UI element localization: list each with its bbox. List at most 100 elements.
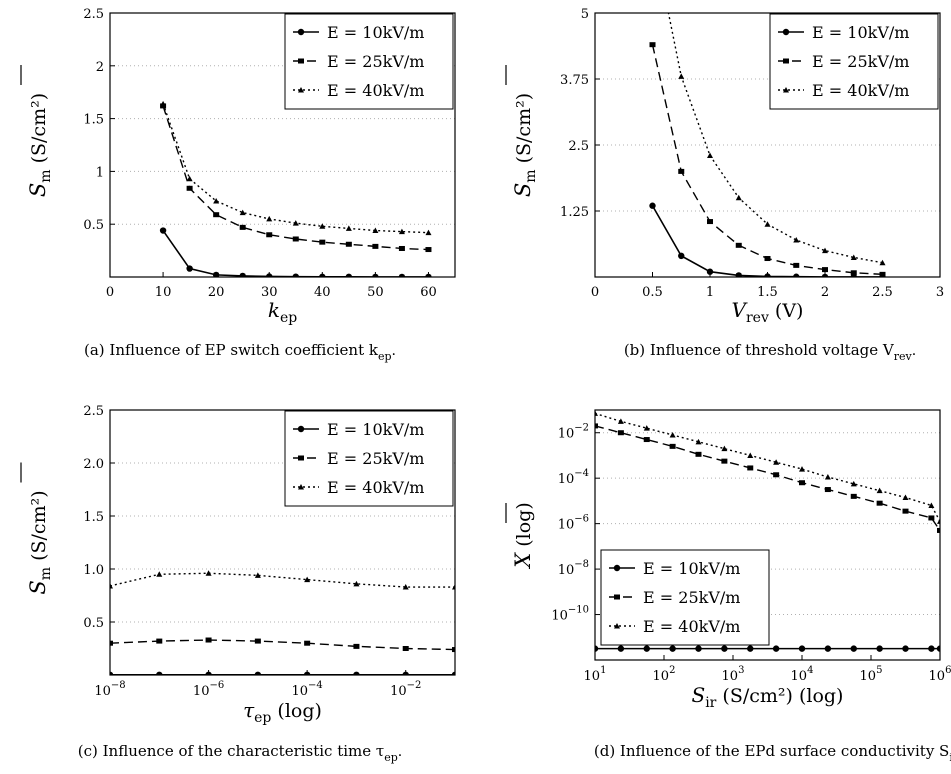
data-point	[159, 227, 167, 234]
data-point	[205, 570, 212, 576]
data-point	[425, 247, 432, 253]
y-axis-label-group: Sm (S/cm²)	[511, 93, 539, 197]
legend: E = 10kV/m E = 25kV/m E = 40kV/m	[600, 549, 770, 646]
data-point	[735, 272, 742, 277]
x-tick-label: 101	[584, 665, 607, 684]
x-tick-label: 0	[106, 285, 114, 300]
x-tick-label: 30	[261, 285, 278, 300]
x-tick-label: 40	[314, 285, 331, 300]
y-tick-label: 0.5	[83, 616, 104, 631]
data-point	[928, 515, 935, 521]
legend-marker	[297, 28, 305, 36]
x-tick-label: 106	[929, 665, 951, 684]
y-tick-label: 5	[581, 7, 589, 22]
data-point	[353, 671, 360, 675]
data-point	[402, 584, 409, 590]
data-point	[643, 645, 650, 652]
x-tick-label: 10−6	[193, 680, 224, 699]
data-point	[721, 458, 728, 464]
data-point	[902, 494, 909, 500]
data-point	[451, 671, 455, 675]
chart-d: 10−10 10−8 10−6 10−4 10−2 101 102 103 104 105 106 E…	[505, 409, 951, 764]
data-point	[937, 518, 940, 524]
data-point	[402, 671, 409, 675]
data-point	[213, 197, 220, 204]
data-point	[824, 474, 831, 480]
legend-label: E = 40kV/m	[327, 81, 424, 100]
x-tick-label: 1	[706, 285, 714, 300]
data-point	[345, 225, 352, 231]
y-tick-label: 1.5	[83, 510, 104, 525]
data-point	[799, 466, 805, 472]
data-point	[799, 480, 805, 486]
legend: E = 10kV/m E = 25kV/m E = 40kV/m	[769, 13, 939, 110]
data-point	[239, 224, 246, 230]
data-point	[721, 445, 728, 452]
data-point	[879, 271, 886, 277]
data-point	[669, 443, 676, 449]
data-point	[850, 645, 857, 652]
legend-label: E = 10kV/m	[327, 420, 424, 439]
legend-label: E = 25kV/m	[643, 588, 740, 607]
data-point	[735, 242, 742, 248]
legend-marker	[613, 564, 621, 572]
data-point	[617, 418, 624, 424]
data-point	[876, 500, 883, 506]
y-tick-label: 1	[96, 165, 104, 180]
data-point	[764, 273, 771, 277]
y-tick-label: 10−8	[558, 559, 589, 578]
plot-area	[110, 570, 455, 675]
data-point	[764, 221, 771, 227]
data-point	[695, 451, 702, 457]
x-tick-label: 50	[367, 285, 384, 300]
data-point	[452, 647, 455, 653]
data-point	[239, 209, 246, 216]
data-point	[707, 152, 713, 159]
data-point	[398, 273, 406, 277]
data-point	[304, 576, 311, 583]
legend-label: E = 10kV/m	[327, 23, 424, 42]
x-tick-label: 10	[155, 285, 172, 300]
data-point	[213, 212, 220, 218]
caption: (c) Influence of the characteristic time…	[78, 742, 402, 764]
data-point	[695, 645, 702, 652]
data-point	[595, 423, 598, 429]
data-point	[649, 202, 656, 209]
series-line-1	[651, 205, 883, 277]
data-point	[793, 237, 800, 243]
legend-marker	[298, 455, 304, 461]
data-point	[398, 228, 405, 235]
data-point	[678, 252, 685, 260]
data-point	[798, 645, 806, 652]
series-line-3	[162, 103, 429, 234]
x-tick-label: 2	[821, 285, 829, 300]
data-point	[425, 229, 432, 236]
legend-label: E = 25kV/m	[327, 449, 424, 468]
data-point	[372, 243, 379, 249]
data-point	[773, 459, 780, 465]
legend-label: E = 40kV/m	[327, 478, 424, 497]
data-point	[254, 572, 261, 578]
data-point	[747, 645, 754, 652]
legend-label: E = 25kV/m	[327, 52, 424, 71]
chart-c: 0.5 1.0 1.5 2.0 2.5 10−8 10−6 10−4 10−2 E = 10kV/…	[20, 404, 456, 764]
data-point	[292, 273, 299, 277]
x-tick-label: 103	[722, 665, 745, 684]
data-point	[678, 168, 685, 174]
x-tick-label: 10−4	[291, 680, 322, 699]
data-point	[345, 241, 352, 247]
y-axis-label-group: X (log)	[511, 502, 535, 570]
y-tick-label: 10−10	[551, 605, 589, 624]
data-point	[902, 508, 909, 514]
data-point	[772, 645, 780, 652]
y-tick-label: 1.0	[83, 563, 104, 578]
data-point	[319, 239, 326, 245]
legend-label: E = 25kV/m	[812, 52, 909, 71]
data-point	[822, 247, 828, 254]
y-tick-label: 2.5	[83, 404, 104, 419]
chart-b: 1.25 2.5 3.75 5 0 0.5 1 1.5 2 2.5 3 E = 10kV/m E = 2…	[505, 7, 944, 363]
legend-marker	[614, 594, 620, 600]
x-tick-label: 0	[591, 285, 599, 300]
y-tick-label: 2	[96, 60, 104, 75]
data-point	[850, 254, 857, 260]
